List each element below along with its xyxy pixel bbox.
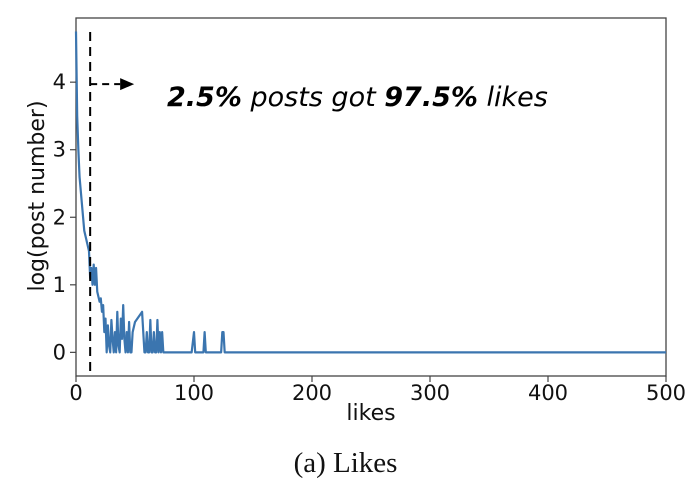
annotation-pct-likes: 97.5% (384, 82, 478, 113)
x-tick-label: 200 (292, 381, 332, 405)
y-axis-ticks: 0 1 2 3 4 (53, 70, 76, 364)
chart: 0 100 200 300 400 500 0 1 2 3 4 likes log(post nu… (25, 17, 686, 426)
plot-frame (75, 17, 667, 377)
x-tick-label: 300 (410, 381, 450, 405)
series-line (74, 31, 666, 354)
y-tick-label: 1 (53, 273, 66, 297)
annotation: 2.5% posts got 97.5% likes (90, 78, 548, 113)
annotation-end: likes (478, 82, 548, 113)
x-tick-label: 500 (646, 381, 686, 405)
figure-caption: (a) Likes (293, 447, 398, 479)
y-axis-label: log(post number) (25, 100, 50, 291)
annotation-pct-posts: 2.5% (167, 82, 242, 113)
y-tick-label: 4 (53, 70, 66, 94)
annotation-text: 2.5% posts got 97.5% likes (167, 82, 548, 113)
x-tick-label: 400 (528, 381, 568, 405)
x-axis-label: likes (346, 401, 395, 426)
y-tick-label: 2 (53, 205, 66, 229)
x-axis-ticks: 0 100 200 300 400 500 (69, 376, 686, 405)
plot-area (74, 17, 667, 377)
y-tick-label: 0 (53, 340, 66, 364)
annotation-middle: posts got (242, 82, 384, 113)
annotation-arrow-head (120, 78, 135, 91)
x-tick-label: 0 (69, 381, 82, 405)
x-tick-label: 100 (174, 381, 214, 405)
y-tick-label: 3 (53, 138, 66, 162)
